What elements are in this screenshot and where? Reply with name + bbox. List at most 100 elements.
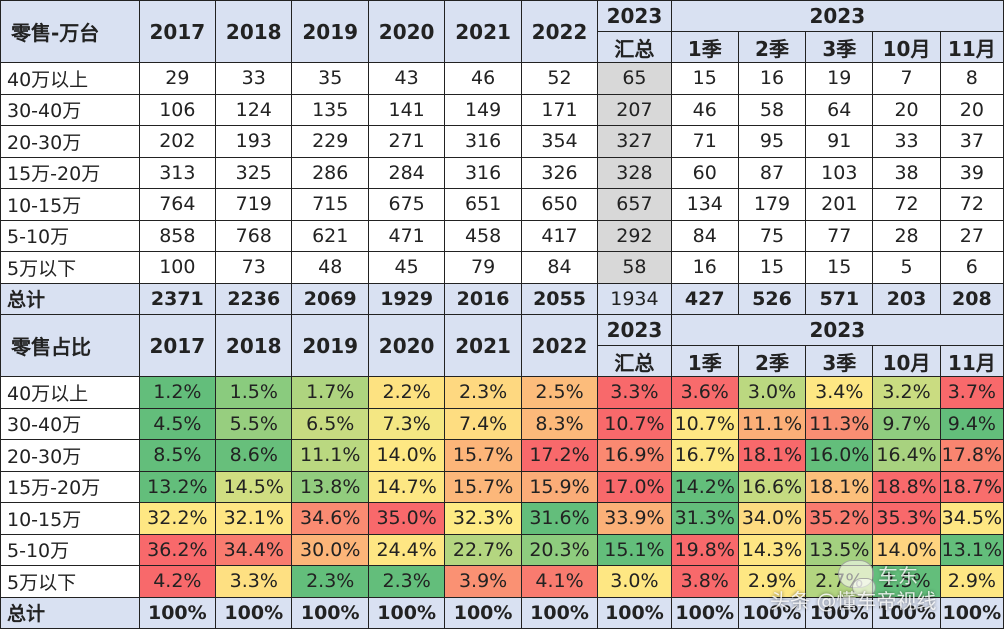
value-cell: 16.0%: [805, 439, 874, 472]
table-row: 20-30万 8.5% 8.6% 11.1% 14.0% 15.7% 17.2% 16.9% 1…: [0, 439, 1004, 472]
value-cell: 46: [670, 93, 739, 126]
header-row-top: 零售-万台 2017 2018 2019 2020 2021 2022 2023 2023: [0, 0, 1004, 63]
value-cell: 11.1%: [291, 439, 369, 472]
value-cell: 17.2%: [520, 439, 599, 472]
total-cell: 100%: [939, 596, 1004, 629]
value-cell: 84: [670, 219, 739, 252]
value-cell: 326: [520, 156, 599, 189]
period-header: 11月: [939, 31, 1004, 63]
value-cell: 458: [444, 219, 522, 252]
sum-label-header: 汇总: [597, 31, 672, 63]
row-label: 20-30万: [0, 125, 140, 158]
value-cell: 31.6%: [520, 502, 599, 535]
value-cell: 124: [215, 93, 293, 126]
row-label: 30-40万: [0, 407, 140, 440]
value-cell: 325: [215, 156, 293, 189]
value-cell: 313: [138, 156, 217, 189]
value-cell: 650: [520, 188, 599, 221]
year-header: 2022: [520, 0, 599, 63]
value-cell: 22.7%: [444, 533, 522, 566]
value-cell: 15: [737, 251, 807, 284]
value-cell: 95: [737, 125, 807, 158]
period-header: 1季: [670, 345, 739, 377]
row-label: 10-15万: [0, 188, 140, 221]
value-cell: 3.8%: [670, 565, 739, 598]
value-cell: 1.7%: [291, 376, 369, 409]
total-cell: 203: [872, 282, 941, 315]
year-header: 2017: [138, 314, 217, 377]
total-cell: 100%: [597, 596, 672, 629]
value-cell: 621: [291, 219, 369, 252]
table-row: 20-30万 202 193 229 271 316 354 327 71 95 91 33 37: [0, 125, 1004, 158]
table-row: 40万以上 1.2% 1.5% 1.7% 2.2% 2.3% 2.5% 3.3% 3.6% 3.0…: [0, 376, 1004, 409]
value-cell: 43: [367, 62, 446, 95]
period-header: 2季: [737, 345, 807, 377]
value-cell: 27: [939, 219, 1004, 252]
value-cell: 28: [872, 219, 941, 252]
total-cell: 100%: [367, 596, 446, 629]
value-cell: 327: [597, 125, 672, 158]
value-cell: 719: [215, 188, 293, 221]
value-cell: 24.4%: [367, 533, 446, 566]
value-cell: 715: [291, 188, 369, 221]
year-header: 2021: [444, 0, 522, 63]
header-row-top: 零售占比 2017 2018 2019 2020 2021 2022 2023 2023: [0, 314, 1004, 377]
value-cell: 18.1%: [805, 470, 874, 503]
value-cell: 38: [872, 156, 941, 189]
value-cell: 14.0%: [872, 533, 941, 566]
value-cell: 16.6%: [737, 470, 807, 503]
value-cell: 328: [597, 156, 672, 189]
value-cell: 15.9%: [520, 470, 599, 503]
value-cell: 9.7%: [872, 407, 941, 440]
value-cell: 8.6%: [215, 439, 293, 472]
value-cell: 18.1%: [737, 439, 807, 472]
value-cell: 64: [805, 93, 874, 126]
value-cell: 14.2%: [670, 470, 739, 503]
total-cell: 100%: [215, 596, 293, 629]
value-cell: 149: [444, 93, 522, 126]
value-cell: 34.6%: [291, 502, 369, 535]
value-cell: 39: [939, 156, 1004, 189]
year-header: 2020: [367, 0, 446, 63]
corner-header: 零售-万台: [0, 0, 140, 63]
value-cell: 7.3%: [367, 407, 446, 440]
total-cell: 208: [939, 282, 1004, 315]
value-cell: 3.6%: [670, 376, 739, 409]
year-header: 2021: [444, 314, 522, 377]
value-cell: 3.9%: [444, 565, 522, 598]
value-cell: 4.2%: [138, 565, 217, 598]
year-header: 2019: [291, 314, 369, 377]
period-header: 2季: [737, 31, 807, 63]
value-cell: 35.0%: [367, 502, 446, 535]
total-cell: 2069: [291, 282, 369, 315]
value-cell: 13.2%: [138, 470, 217, 503]
value-cell: 72: [939, 188, 1004, 221]
row-label: 5-10万: [0, 219, 140, 252]
value-cell: 11.1%: [737, 407, 807, 440]
total-cell: 100%: [670, 596, 739, 629]
value-cell: 286: [291, 156, 369, 189]
total-label: 总计: [0, 596, 140, 629]
value-cell: 31.3%: [670, 502, 739, 535]
value-cell: 20: [872, 93, 941, 126]
year-2023-sum-header: 2023: [597, 314, 672, 346]
value-cell: 2.9%: [939, 565, 1004, 598]
value-cell: 316: [444, 125, 522, 158]
value-cell: 45: [367, 251, 446, 284]
value-cell: 17.0%: [597, 470, 672, 503]
value-cell: 229: [291, 125, 369, 158]
table-row: 30-40万 106 124 135 141 149 171 207 46 58 64 20 20: [0, 93, 1004, 126]
value-cell: 207: [597, 93, 672, 126]
value-cell: 33: [215, 62, 293, 95]
value-cell: 72: [872, 188, 941, 221]
total-cell: 427: [670, 282, 739, 315]
value-cell: 10.7%: [670, 407, 739, 440]
value-cell: 15.1%: [597, 533, 672, 566]
period-group-header: 2023: [670, 314, 1004, 346]
value-cell: 65: [597, 62, 672, 95]
value-cell: 6: [939, 251, 1004, 284]
value-cell: 14.5%: [215, 470, 293, 503]
value-cell: 16.4%: [872, 439, 941, 472]
value-cell: 58: [597, 251, 672, 284]
